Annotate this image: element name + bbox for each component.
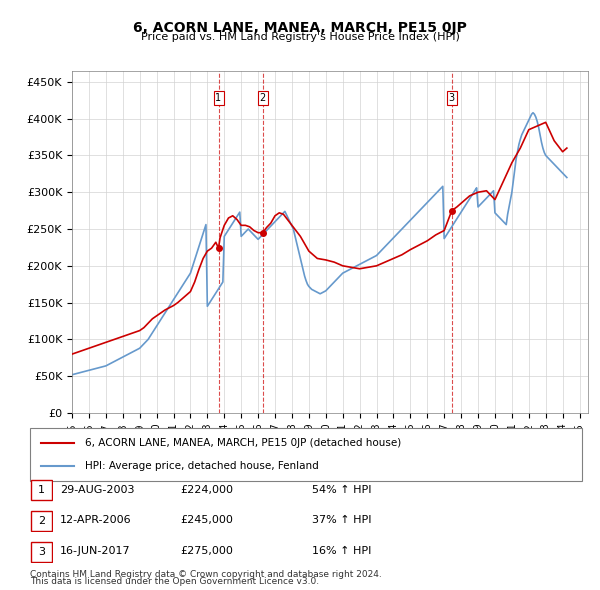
Text: 1: 1 [215,93,221,103]
Text: HPI: Average price, detached house, Fenland: HPI: Average price, detached house, Fenl… [85,461,319,471]
Text: Price paid vs. HM Land Registry's House Price Index (HPI): Price paid vs. HM Land Registry's House … [140,32,460,42]
Text: 16-JUN-2017: 16-JUN-2017 [60,546,131,556]
Text: 37% ↑ HPI: 37% ↑ HPI [312,516,371,525]
Text: 12-APR-2006: 12-APR-2006 [60,516,131,525]
Text: £224,000: £224,000 [180,485,233,494]
Text: 3: 3 [38,547,45,556]
Text: £275,000: £275,000 [180,546,233,556]
FancyBboxPatch shape [30,428,582,481]
Text: Contains HM Land Registry data © Crown copyright and database right 2024.: Contains HM Land Registry data © Crown c… [30,571,382,579]
FancyBboxPatch shape [31,542,52,562]
FancyBboxPatch shape [31,511,52,531]
Text: 16% ↑ HPI: 16% ↑ HPI [312,546,371,556]
Text: This data is licensed under the Open Government Licence v3.0.: This data is licensed under the Open Gov… [30,578,319,586]
Text: 2: 2 [38,516,45,526]
Text: 3: 3 [449,93,455,103]
FancyBboxPatch shape [31,480,52,500]
Text: 54% ↑ HPI: 54% ↑ HPI [312,485,371,494]
Text: 6, ACORN LANE, MANEA, MARCH, PE15 0JP: 6, ACORN LANE, MANEA, MARCH, PE15 0JP [133,21,467,35]
Text: £245,000: £245,000 [180,516,233,525]
Text: 29-AUG-2003: 29-AUG-2003 [60,485,134,494]
Text: 1: 1 [38,486,45,495]
Text: 6, ACORN LANE, MANEA, MARCH, PE15 0JP (detached house): 6, ACORN LANE, MANEA, MARCH, PE15 0JP (d… [85,438,401,448]
Text: 2: 2 [260,93,266,103]
